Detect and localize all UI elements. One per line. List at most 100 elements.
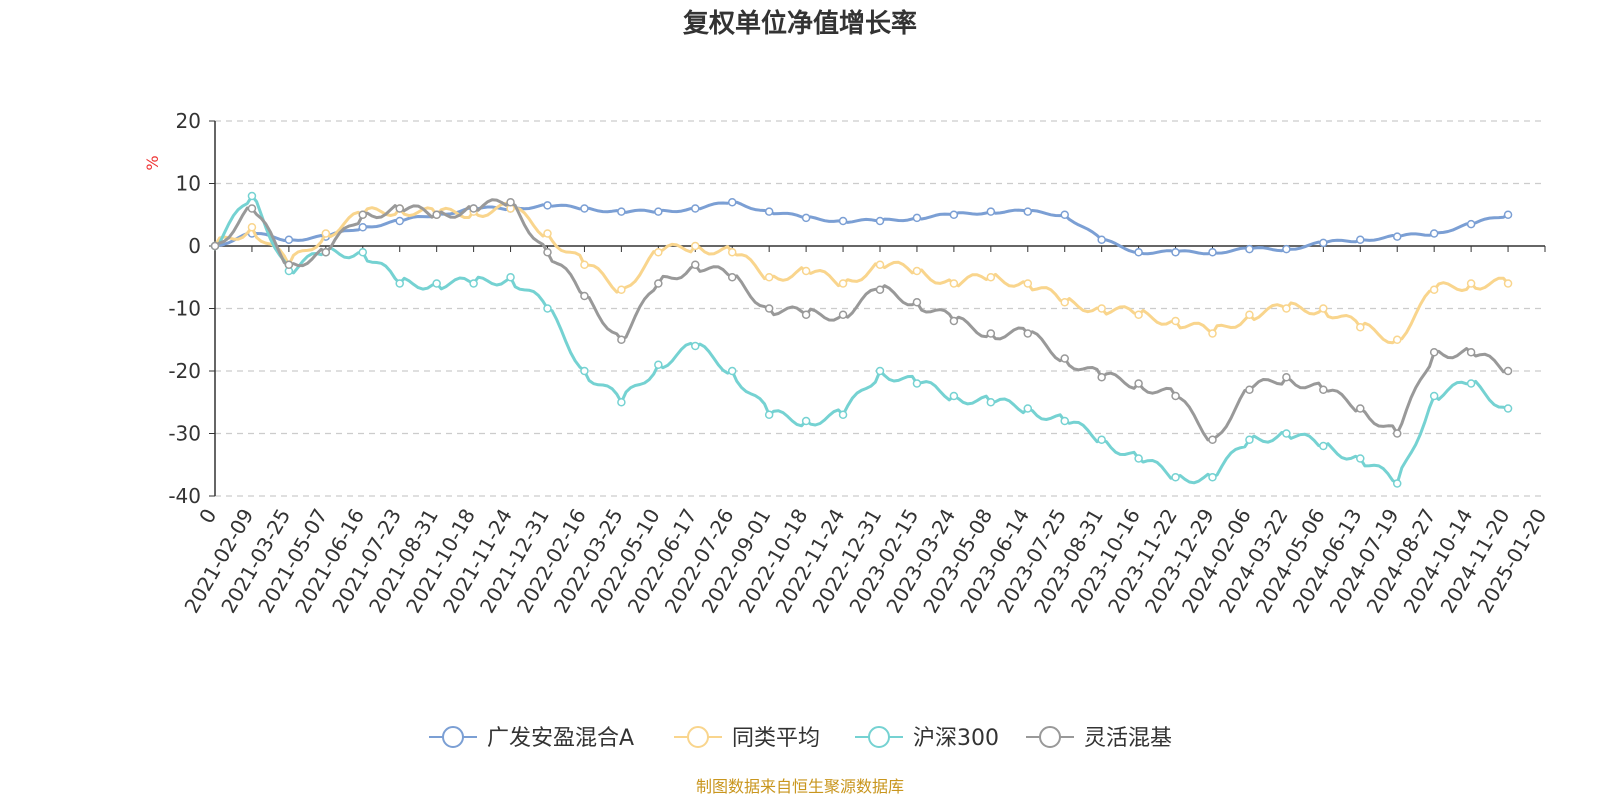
data-point: [875, 285, 885, 294]
data-point: [764, 207, 774, 216]
data-point: [1097, 235, 1106, 244]
data-point: [469, 279, 478, 288]
data-point: [1171, 391, 1180, 401]
data-point: [912, 298, 922, 307]
data-point: [1060, 354, 1069, 363]
data-point: [654, 360, 663, 369]
data-point: [1171, 316, 1180, 326]
data-point: [1245, 435, 1254, 444]
data-point: [1134, 379, 1143, 388]
data-point: [247, 204, 257, 213]
x-tick-label: 0: [194, 505, 221, 528]
data-point: [1023, 329, 1033, 338]
data-point: [949, 279, 959, 288]
data-source-note: 制图数据来自恒生聚源数据库: [696, 777, 904, 796]
data-point: [395, 204, 404, 213]
data-point: [1466, 219, 1476, 229]
y-tick-label: -40: [168, 484, 201, 508]
series-0: [210, 198, 1513, 257]
data-point: [543, 304, 552, 313]
legend-label: 沪深300: [913, 726, 999, 751]
data-point: [1023, 279, 1033, 288]
data-point: [321, 248, 331, 257]
data-point: [1134, 454, 1143, 463]
data-point: [580, 366, 589, 376]
data-point: [321, 229, 331, 238]
axes: 20100-10-20-30-4002021-02-092021-03-2520…: [168, 109, 1551, 617]
data-point: [1429, 285, 1439, 294]
data-point: [875, 366, 885, 376]
data-point: [358, 210, 368, 219]
data-point: [469, 204, 478, 213]
data-point: [432, 210, 441, 219]
data-point: [1356, 235, 1365, 244]
data-point: [654, 279, 663, 288]
data-point: [1060, 416, 1069, 426]
legend-item[interactable]: 广发安盈混合A: [429, 726, 634, 751]
legend[interactable]: 广发安盈混合A 同类平均 沪深300 灵活混基: [429, 726, 1172, 751]
data-point: [912, 266, 922, 276]
data-point: [395, 279, 404, 288]
data-point: [691, 341, 700, 351]
data-point: [284, 260, 294, 269]
data-point: [1466, 348, 1476, 357]
data-point: [1503, 404, 1513, 413]
data-point: [358, 248, 368, 257]
data-point: [654, 248, 663, 257]
data-point: [838, 279, 848, 288]
data-point: [1503, 279, 1513, 288]
data-point: [838, 410, 848, 419]
data-point: [986, 207, 996, 216]
data-point: [1282, 304, 1291, 313]
data-point: [727, 198, 737, 207]
data-point: [247, 191, 257, 201]
legend-label: 同类平均: [732, 726, 820, 751]
data-point: [764, 304, 774, 313]
data-point: [1208, 435, 1217, 444]
data-point: [358, 223, 368, 232]
legend-item[interactable]: 灵活混基: [1026, 726, 1172, 751]
legend-marker-icon: [1039, 726, 1061, 748]
data-point: [617, 207, 626, 216]
data-point: [1356, 454, 1365, 463]
data-point: [1392, 335, 1402, 344]
y-tick-label: -10: [168, 297, 201, 321]
legend-item[interactable]: 沪深300: [855, 726, 999, 751]
data-point: [691, 204, 700, 213]
data-point: [1245, 244, 1254, 254]
data-point: [1429, 391, 1439, 401]
series-1: [210, 201, 1513, 345]
data-point: [1319, 238, 1328, 248]
data-point: [727, 273, 737, 282]
data-point: [912, 379, 922, 388]
data-point: [727, 366, 737, 376]
series-line: [213, 201, 1510, 345]
data-point: [801, 416, 811, 426]
data-point: [801, 310, 811, 319]
data-point: [1429, 348, 1439, 357]
data-point: [1466, 279, 1476, 288]
data-point: [617, 335, 626, 344]
data-point: [1097, 304, 1106, 313]
y-tick-label: 0: [188, 234, 201, 258]
legend-item[interactable]: 同类平均: [674, 726, 820, 751]
data-point: [506, 198, 515, 207]
grid-lines: [215, 120, 1545, 497]
data-point: [580, 204, 589, 213]
data-point: [838, 310, 848, 319]
legend-marker-icon: [868, 726, 890, 748]
data-point: [912, 213, 922, 223]
chart-title: 复权单位净值增长率: [683, 8, 917, 39]
series-lines: [210, 191, 1513, 488]
data-point: [875, 216, 885, 226]
data-point: [1429, 229, 1439, 238]
data-point: [1392, 479, 1402, 488]
data-point: [1208, 329, 1217, 338]
data-point: [210, 241, 220, 251]
data-point: [1208, 473, 1217, 482]
series-line: [214, 194, 1509, 485]
data-point: [1392, 232, 1402, 241]
data-point: [1282, 429, 1291, 438]
data-point: [1392, 429, 1402, 438]
